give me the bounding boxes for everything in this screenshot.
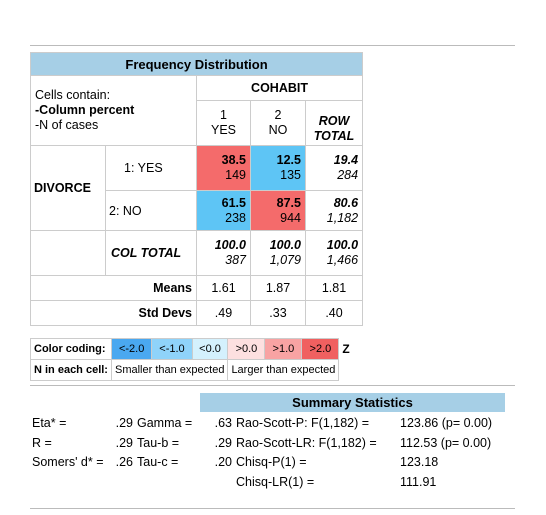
stat-value: 123.86 (p= 0.00) [400,416,493,430]
cell: 61.5 238 [196,190,251,231]
count: 387 [225,253,246,267]
color-bin: <-1.0 [151,338,193,360]
mean: 1.87 [250,275,306,301]
percent: 100.0 [326,238,359,252]
column-header: 1 YES [196,100,251,146]
std-dev: .33 [250,300,306,326]
percent: 38.5 [221,153,246,167]
row-variable: DIVORCE [30,145,106,231]
cell: 87.5 944 [250,190,306,231]
color-bin: >1.0 [264,338,303,360]
cell: 19.4 284 [304,145,364,191]
statistic: Z [342,342,350,356]
table-title: Frequency Distribution [29,52,364,76]
smaller-label: Smaller than expected [110,359,229,381]
summary-title: Summary Statistics [200,393,505,412]
color-coding-table: Color coding: <-2.0 <-1.0 <0.0 >0.0 >1.0… [30,338,354,381]
count: 135 [280,168,301,182]
count: 944 [280,210,301,225]
count: 1,466 [326,253,359,267]
column-variable: COHABIT [195,75,364,101]
bottom-rule [30,508,515,509]
stat-label: Rao-Scott-P: F(1,182) = [236,416,370,430]
color-bin: >0.0 [227,338,266,360]
stat-value: .20 [214,455,232,469]
stat-label: Tau-c = [137,455,179,469]
row-label: 1: YES [105,145,197,191]
cell: 100.0 1,079 [250,230,306,276]
column-code: 1 [220,108,227,122]
summary-rule [30,385,515,386]
means-label: Means [30,275,197,301]
column-label: NO [268,123,288,137]
stat-value: .29 [115,416,133,430]
column-label: ROW TOTAL [304,100,364,146]
cell: 80.6 1,182 [304,190,364,231]
row-label: 2: NO [105,190,197,231]
cell: 100.0 387 [196,230,251,276]
stat-label: Gamma = [137,416,193,430]
column-label: YES [210,123,236,137]
stat-value: .29 [115,435,133,450]
stat-label: Rao-Scott-LR: F(1,182) = [236,435,377,450]
color-bin: <-2.0 [110,338,153,360]
top-rule [30,45,515,46]
col-total-label: COL TOTAL [105,230,197,276]
stat-label: Tau-b = [137,435,180,450]
stat-value: 112.53 (p= 0.00) [400,435,492,450]
stat-value: .63 [214,416,232,430]
column-header: 2 NO [250,100,306,146]
count: 149 [225,168,246,182]
cell: 100.0 1,466 [304,230,364,276]
column-code: 2 [274,108,282,122]
count: 1,182 [326,210,359,225]
color-bin: >2.0 [301,338,340,360]
stat-label: Chisq-P(1) = [236,455,307,469]
std-devs-label: Std Devs [30,300,197,326]
mean: 1.81 [304,275,364,301]
stat-value: .29 [214,435,232,450]
percent: 19.4 [333,153,359,167]
mean: 1.61 [196,275,251,301]
n-label: N in each cell: [30,359,112,381]
percent: 100.0 [214,238,246,252]
percent: 12.5 [276,153,301,167]
std-dev: .40 [304,300,364,326]
cells-contain: Cells contain: -Column percent -N of cas… [30,75,197,146]
legend-line: -N of cases [35,118,99,132]
stat-value: .26 [115,455,133,469]
stat-label: Chisq-LR(1) = [236,474,315,489]
frequency-table: Frequency Distribution Cells contain: -C… [29,52,364,326]
cell: 12.5 135 [250,145,306,191]
legend-line: Cells contain: [35,88,111,102]
larger-label: Larger than expected [227,359,340,381]
stat-label: R = [32,435,52,450]
cell: 38.5 149 [196,145,251,191]
stat-value: 123.18 [400,455,439,469]
percent: 61.5 [221,195,246,210]
color-bin: <0.0 [191,338,229,360]
stat-label: Eta* = [32,416,67,430]
stat-value: 111.91 [400,474,437,489]
std-dev: .49 [196,300,251,326]
stat-label: Somers' d* = [32,455,104,469]
count: 284 [337,168,359,182]
color-coding-label: Color coding: [30,338,112,360]
count: 238 [225,210,246,225]
legend-line: -Column percent [35,103,135,117]
percent: 87.5 [276,195,301,210]
count: 1,079 [269,253,301,267]
percent: 100.0 [269,238,301,252]
percent: 80.6 [333,195,359,210]
